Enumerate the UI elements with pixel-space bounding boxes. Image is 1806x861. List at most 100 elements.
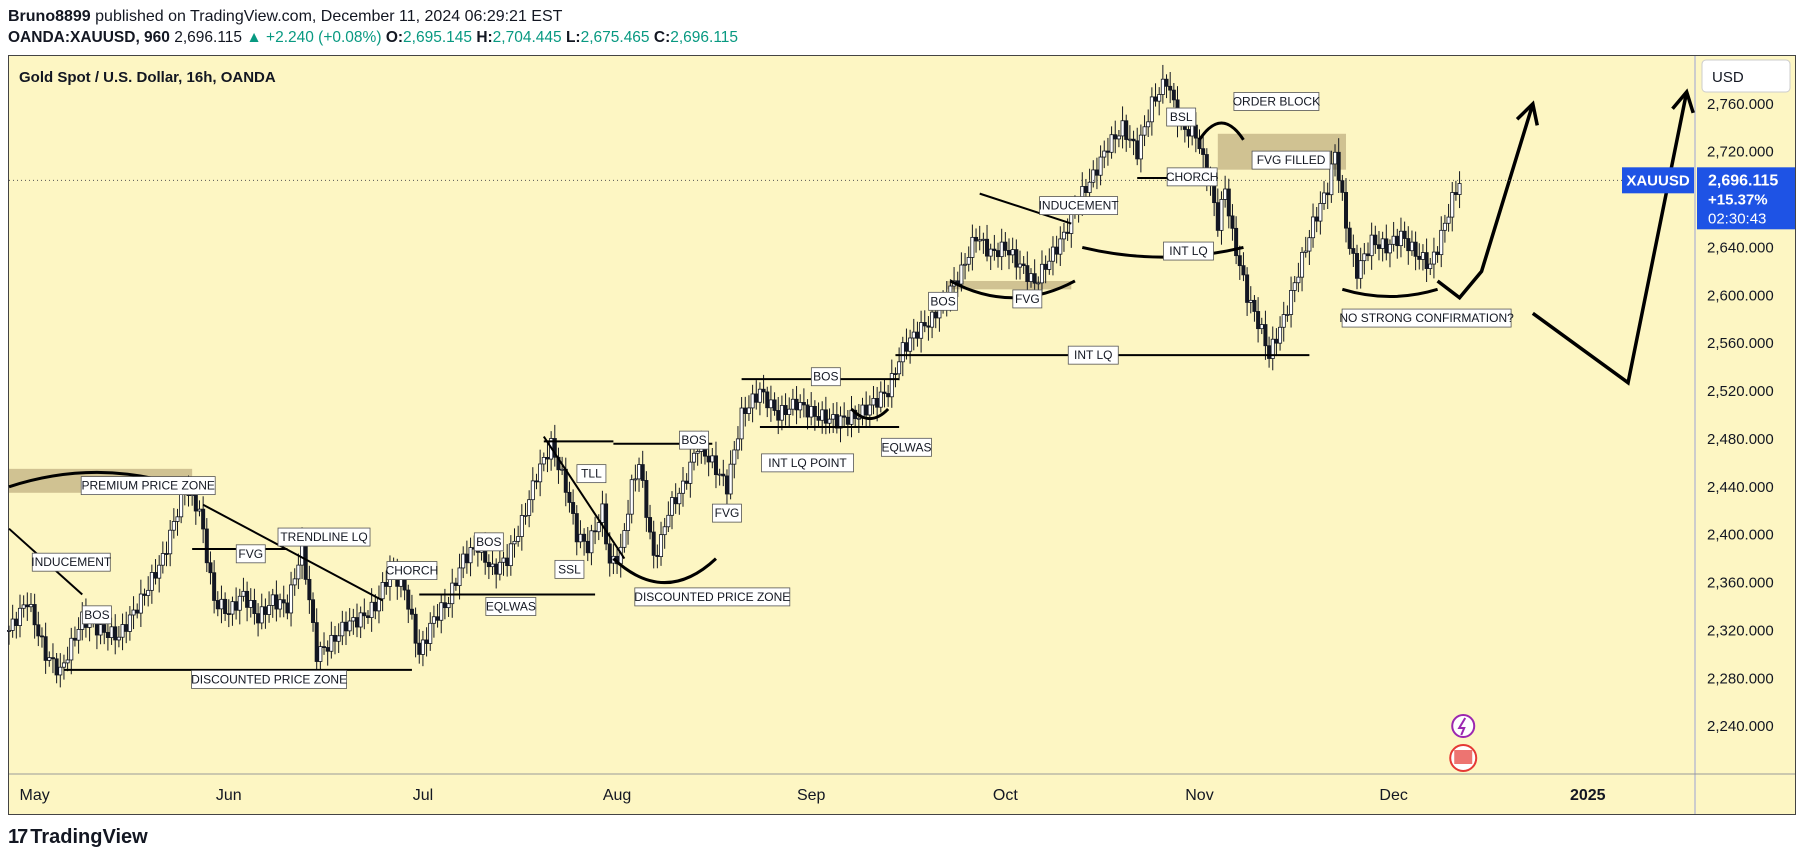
candle-body	[157, 564, 162, 579]
currency-label: USD	[1712, 69, 1744, 86]
candle-body	[1021, 263, 1026, 266]
candle-body	[61, 662, 66, 668]
candle-body	[10, 618, 15, 631]
projection-arrow-head	[1671, 88, 1695, 114]
candle-body	[204, 528, 209, 564]
trend-line	[979, 192, 1072, 225]
candle-body	[256, 613, 261, 624]
open-value: 2,695.145	[403, 29, 472, 46]
candle-body	[648, 517, 653, 533]
annotation-text: FVG	[715, 506, 740, 520]
candle-body	[127, 614, 132, 632]
candle-body	[717, 473, 722, 476]
candle-body	[724, 475, 729, 495]
candle-body	[1153, 96, 1158, 102]
candle-body	[65, 659, 70, 664]
chart-frame[interactable]	[8, 55, 1796, 815]
price-tag-value: 2,696.115	[1708, 172, 1778, 189]
candle-body	[823, 409, 828, 424]
candle-body	[1039, 263, 1044, 284]
x-tick-label: May	[20, 787, 50, 804]
candle-body	[1245, 274, 1250, 303]
candle-body	[911, 331, 916, 339]
candle-body	[1223, 188, 1228, 200]
candle-body	[50, 657, 55, 660]
candle-body	[1098, 156, 1103, 176]
candle-body	[285, 602, 290, 614]
annotation-label: INT LQ	[1067, 345, 1119, 365]
high-value: 2,704.445	[492, 29, 562, 46]
candle-body	[1025, 265, 1030, 282]
candle-body	[673, 497, 678, 505]
candle-body	[589, 530, 594, 554]
annotation-box	[1012, 289, 1043, 309]
candle-body	[930, 311, 935, 328]
candle-body	[1018, 263, 1023, 268]
candle-body	[534, 480, 539, 483]
candle-body	[497, 561, 502, 575]
candle-body	[1318, 203, 1323, 222]
candle-body	[329, 634, 334, 652]
candle-body	[259, 606, 264, 624]
candle-body	[794, 398, 799, 411]
candle-body	[908, 337, 913, 352]
tradingview-logo[interactable]: 17 TradingView	[8, 826, 148, 849]
candle-body	[72, 637, 77, 641]
candle-body	[369, 601, 374, 618]
candle-body	[966, 257, 971, 265]
annotation-text: BOS	[813, 370, 838, 384]
candle-body	[252, 600, 257, 615]
candle-body	[1259, 324, 1264, 330]
annotation-box	[1251, 150, 1331, 170]
currency-box[interactable]	[1701, 59, 1791, 93]
candle-body	[688, 461, 693, 484]
annotation-label: ORDER BLOCK	[1233, 92, 1320, 111]
candle-body	[1164, 78, 1169, 87]
x-tick-label: Oct	[993, 787, 1018, 804]
candle-body	[1355, 253, 1360, 279]
candle-body	[1135, 140, 1140, 160]
annotation-box	[191, 670, 347, 689]
candle-body	[124, 624, 129, 632]
lightning-event-icon	[1451, 714, 1476, 738]
candle-body	[1003, 241, 1008, 251]
annotation-text: EQLWAS	[881, 440, 931, 454]
candle-body	[1058, 238, 1063, 255]
candle-body	[842, 415, 847, 418]
candle-body	[691, 452, 696, 463]
curve-annotation	[1341, 287, 1439, 299]
annotation-label: INT LQ POINT	[761, 453, 854, 473]
candle-body	[98, 624, 103, 636]
candle-body	[670, 497, 675, 516]
candle-body	[1234, 227, 1239, 257]
candle-body	[897, 361, 902, 375]
trend-line	[542, 435, 626, 560]
candle-body	[585, 540, 590, 554]
annotation-box	[634, 587, 791, 607]
author-name[interactable]: Bruno8899	[8, 8, 91, 25]
candle-body	[1274, 338, 1279, 344]
y-tick-label: 2,560.000	[1707, 335, 1774, 352]
y-tick-label: 2,240.000	[1707, 718, 1774, 735]
high-label: H:	[476, 29, 493, 46]
candle-body	[757, 388, 762, 403]
candle-body	[164, 553, 169, 555]
candle-body	[1124, 120, 1129, 140]
x-tick-label: Aug	[603, 787, 631, 804]
candle-body	[508, 543, 513, 567]
candle-body	[21, 604, 26, 609]
candle-body	[43, 636, 48, 661]
candle-body	[1252, 299, 1257, 312]
candle-body	[365, 615, 370, 618]
candle-body	[336, 635, 341, 642]
candle-body	[1043, 263, 1048, 270]
trend-line	[202, 503, 384, 602]
candle-body	[1380, 238, 1385, 249]
candle-body	[1267, 345, 1272, 359]
candle-body	[1094, 169, 1099, 176]
candle-body	[105, 631, 110, 638]
candle-body	[358, 612, 363, 628]
candle-body	[922, 322, 927, 327]
candle-body	[446, 603, 451, 609]
